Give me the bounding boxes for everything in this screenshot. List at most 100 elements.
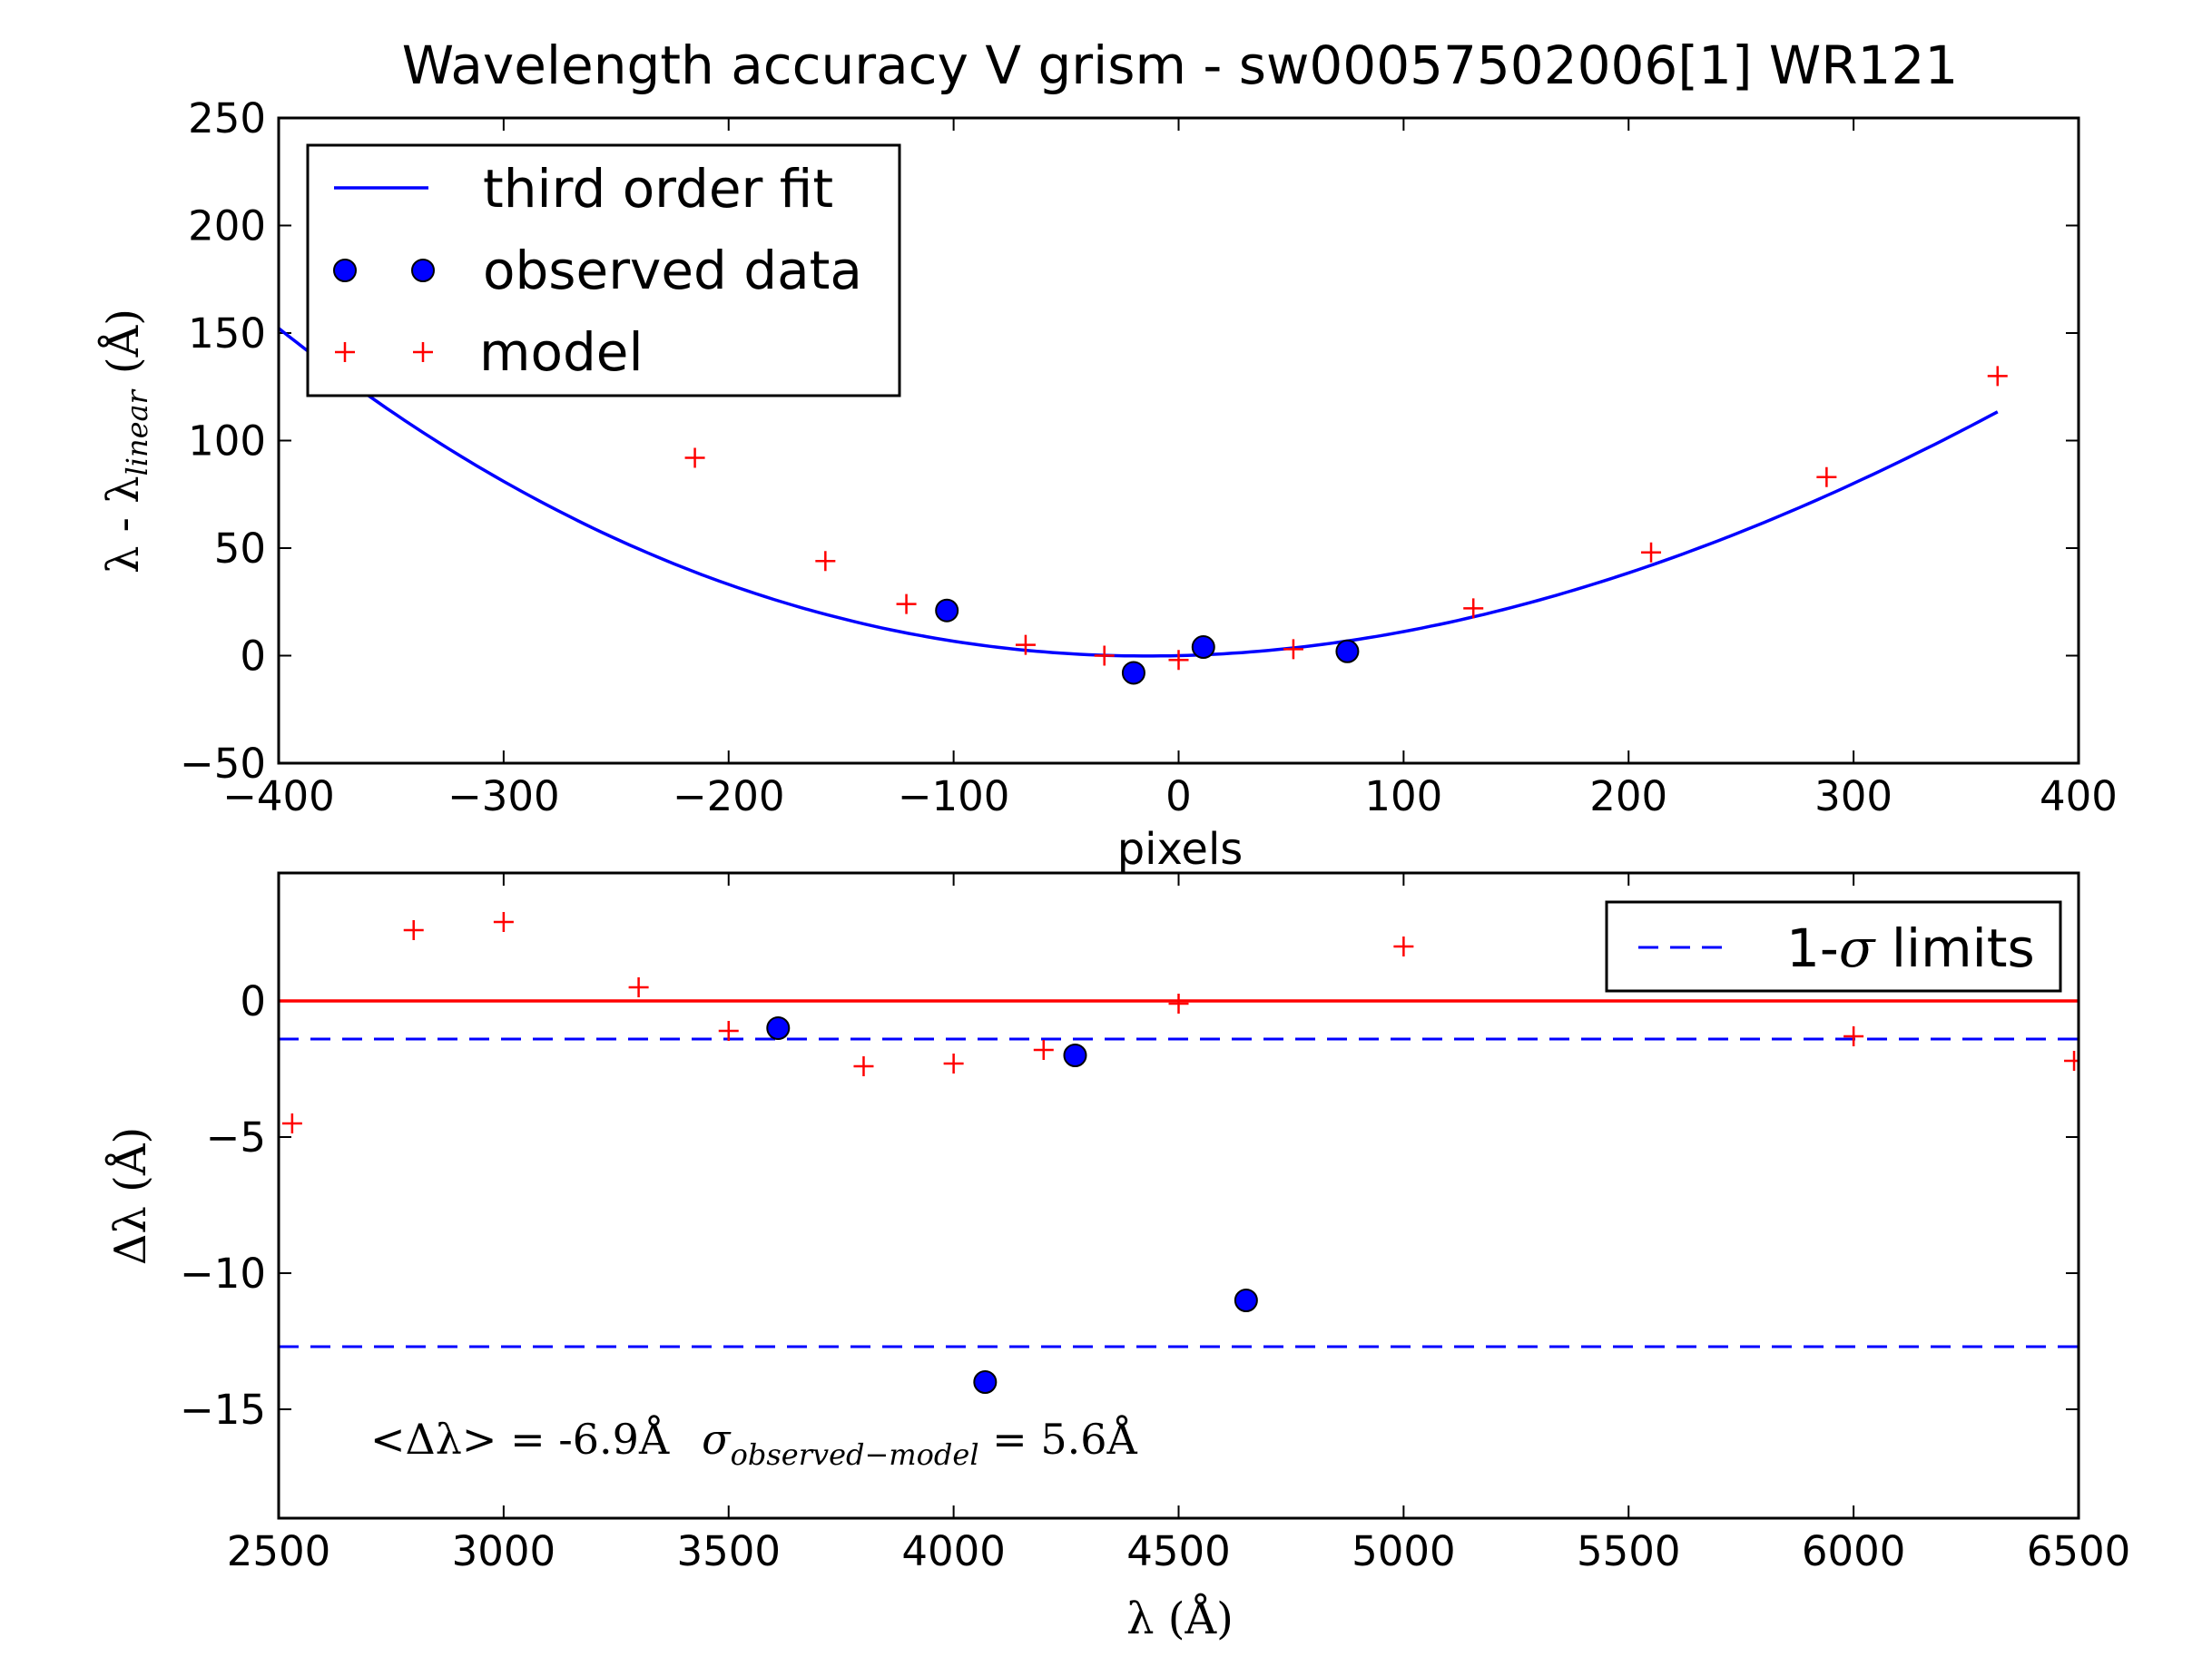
bot-y-tick-label: −10 [180, 1250, 266, 1298]
top-x-tick-label: 400 [2040, 772, 2118, 820]
bottom-y-tick-labels: −15 −10 −5 0 [180, 977, 266, 1434]
top-y-axis-label-main: λ - λ [98, 476, 149, 574]
top-plot-frame [277, 116, 2080, 765]
bottom-axis-ticks [278, 873, 2079, 1518]
mean-offset-text: <Δλ> = -6.9Å [370, 1414, 670, 1464]
bot-x-tick-label: 5500 [1577, 1527, 1681, 1575]
top-x-axis-label: pixels [1117, 824, 1244, 875]
bot-observed-point [1063, 1044, 1087, 1067]
top-y-axis-label-unit: (Å) [97, 309, 149, 374]
bot-x-tick-label: 4000 [901, 1527, 1006, 1575]
bottom-plot-frame [277, 871, 2080, 1520]
top-model-point [1987, 366, 2008, 387]
top-y-tick-label: 50 [214, 525, 266, 573]
bot-model-point [718, 1021, 739, 1041]
top-model-markers [684, 366, 2008, 671]
bottom-x-axis-label: λ (Å) [1126, 1593, 1234, 1644]
sigma-subscript: observed−model [731, 1437, 979, 1472]
bot-x-tick-label: 3500 [676, 1527, 781, 1575]
top-model-point [896, 593, 917, 614]
statistics-annotation: <Δλ> = -6.9Å σobserved−model = 5.6Å [370, 1414, 1138, 1472]
bot-model-point [1843, 1026, 1864, 1046]
top-x-tick-label: 100 [1364, 772, 1442, 820]
bot-model-point [1033, 1040, 1054, 1060]
top-observed-point [1335, 639, 1360, 663]
bottom-y-axis-label: Δλ (Å) [104, 1127, 156, 1265]
top-y-tick-label: 150 [188, 309, 266, 358]
bot-observed-point [766, 1016, 791, 1040]
top-observed-point [1121, 661, 1145, 685]
top-model-point [1094, 645, 1115, 666]
top-x-tick-label: −300 [447, 772, 560, 820]
bot-model-point [493, 912, 514, 932]
top-y-tick-label: −50 [180, 740, 266, 788]
top-x-tick-label: −100 [898, 772, 1010, 820]
bottom-observed-markers [766, 1016, 1258, 1394]
top-y-tick-label: 250 [188, 94, 266, 142]
bot-model-point [628, 977, 649, 997]
bottom-panel: 2500 3000 3500 4000 4500 5000 5500 6000 6500 −15… [104, 871, 2131, 1644]
top-x-tick-label: −400 [222, 772, 335, 820]
bot-model-point [2064, 1051, 2079, 1071]
legend-limits-suffix: limits [1874, 917, 2034, 979]
bottom-x-tick-labels: 2500 3000 3500 4000 4500 5000 5500 6000 6500 [227, 1527, 2131, 1575]
bot-observed-point [1234, 1289, 1258, 1312]
top-observed-markers [935, 598, 1360, 685]
top-plot-data [279, 327, 2008, 685]
top-observed-point [935, 598, 959, 623]
bot-model-point [1168, 994, 1189, 1014]
bot-x-tick-label: 2500 [227, 1527, 331, 1575]
bot-y-tick-label: 0 [240, 977, 266, 1025]
bot-model-point [403, 920, 424, 940]
top-observed-point [1191, 635, 1215, 660]
bot-y-tick-label: −15 [180, 1386, 266, 1434]
legend-limits-symbol: σ [1839, 917, 1876, 979]
legend-limits-prefix: 1- [1786, 917, 1839, 979]
top-y-tick-label: 200 [188, 202, 266, 250]
bot-x-tick-label: 5000 [1352, 1527, 1456, 1575]
top-model-point [1641, 542, 1662, 563]
top-x-tick-label: 0 [1165, 772, 1192, 820]
top-model-point [815, 551, 836, 572]
top-x-tick-label: 300 [1814, 772, 1892, 820]
bot-model-point [1393, 936, 1414, 956]
top-legend: third order fit observed data model [306, 143, 901, 397]
legend-observed-label: observed data [483, 240, 862, 301]
top-x-tick-label: 200 [1589, 772, 1667, 820]
top-panel: −400 −300 −200 −100 0 100 200 300 400 −50 0 50 100 1… [97, 94, 2118, 875]
bot-y-tick-label: −5 [206, 1113, 266, 1162]
top-model-point [1168, 650, 1189, 671]
top-y-axis-label: λ - λlinear (Å) [97, 309, 154, 574]
top-model-point [1816, 466, 1837, 487]
top-x-tick-labels: −400 −300 −200 −100 0 100 200 300 400 [222, 772, 2118, 820]
legend-model-label: model [479, 321, 644, 383]
sigma-symbol: σ [702, 1415, 732, 1464]
top-model-point [1283, 639, 1303, 660]
sigma-value-text: = 5.6Å [979, 1414, 1138, 1464]
bottom-legend: 1-σ limits [1605, 900, 2062, 993]
chart-title: Wavelength accuracy V grism - sw00057502… [402, 34, 1959, 96]
top-y-axis-label-sub: linear [120, 388, 154, 476]
top-y-tick-label: 0 [240, 632, 266, 681]
legend-observed-marker-2 [411, 259, 435, 282]
top-y-tick-labels: −50 0 50 100 150 200 250 [180, 94, 266, 788]
bot-x-tick-label: 3000 [452, 1527, 556, 1575]
bot-x-tick-label: 6000 [1802, 1527, 1906, 1575]
legend-limits-label: 1-σ limits [1786, 917, 2035, 979]
top-y-tick-label: 100 [188, 417, 266, 466]
legend-observed-marker-1 [333, 259, 357, 282]
legend-fit-label: third order fit [483, 158, 833, 220]
third-order-fit-line [279, 327, 1999, 658]
bot-observed-point [973, 1370, 998, 1394]
bottom-plot-data [279, 912, 2079, 1394]
bot-x-tick-label: 6500 [2027, 1527, 2131, 1575]
bot-model-point [943, 1054, 964, 1074]
bot-model-point [281, 1113, 302, 1133]
legend-model-marker-1 [335, 342, 355, 362]
bot-model-point [853, 1056, 874, 1076]
legend-model-marker-2 [413, 342, 433, 362]
top-model-point [1015, 634, 1036, 655]
top-model-point [684, 447, 705, 468]
bot-x-tick-label: 4500 [1126, 1527, 1231, 1575]
